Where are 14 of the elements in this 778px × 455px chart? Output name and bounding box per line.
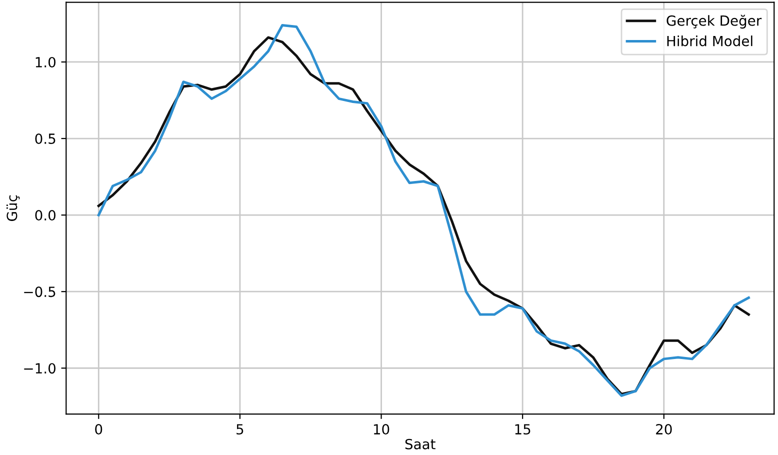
legend-label: Gerçek Değer [666,14,762,29]
x-tick-label: 20 [656,424,672,435]
y-tick-label: −0.5 [24,286,56,298]
y-tick-label: −1.0 [24,363,56,374]
y-tick-label: 1.0 [36,56,56,68]
y-axis-title: Güç [6,195,20,221]
x-tick-label: 15 [515,424,530,435]
legend-label: Hibrid Model [667,36,752,46]
y-tick-label: 0.5 [35,133,56,144]
x-axis-title: Saat [405,438,436,450]
x-tick-label: 10 [374,424,390,435]
x-tick-label: 0 [95,424,102,435]
x-tick-label: 5 [236,424,244,435]
y-tick-label: 0.0 [35,210,56,221]
